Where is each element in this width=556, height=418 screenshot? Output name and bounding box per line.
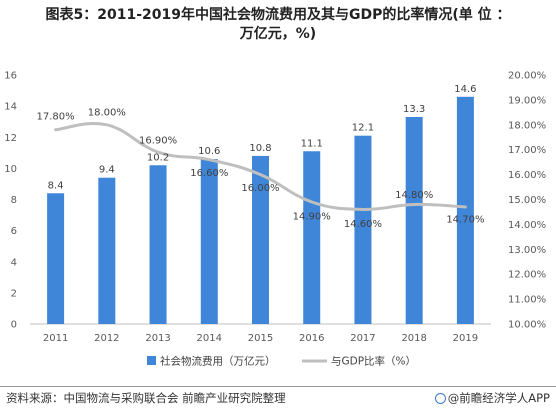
line-value-label: 16.90% [139,136,177,147]
bar-value-label: 9.4 [99,165,115,176]
bar [456,96,474,324]
x-tick-label: 2015 [248,333,273,344]
source-note: 资料来源：中国物流与采购联合会 前瞻产业研究院整理 [6,391,286,405]
line-value-label: 17.80% [37,111,75,122]
legend-bar-swatch [147,356,156,365]
y-right-tick-label: 16.00% [508,170,546,181]
y-right-tick-label: 13.00% [508,245,546,256]
line-value-label: 14.60% [344,219,382,230]
bar [47,193,65,324]
bar-value-label: 14.6 [454,84,476,95]
x-tick-label: 2016 [299,333,324,344]
line-value-label: 16.60% [190,168,228,179]
bar-value-label: 10.8 [249,143,271,154]
line-value-label: 14.80% [395,190,433,201]
y-right-tick-label: 14.00% [508,220,546,231]
bar-value-label: 8.4 [48,180,64,191]
x-tick-label: 2018 [401,333,426,344]
brand-logo-icon [434,393,446,404]
y-left-tick-label: 10 [4,164,17,175]
bar [200,159,218,324]
chart-title: 图表5：2011-2019年中国社会物流费用及其与GDP的比率情况(单 位 ： … [0,6,556,44]
bar [354,135,372,324]
bar-value-label: 13.3 [403,104,425,115]
bar-value-label: 11.1 [301,138,323,149]
y-left-tick-label: 4 [11,257,17,268]
y-left-tick-label: 12 [4,133,17,144]
brand-text: @前瞻经济学人APP [447,391,550,405]
bar-value-label: 10.6 [198,146,220,157]
bar [303,151,321,324]
chart-title-line-2: 万亿元，%) [239,26,317,42]
y-right-tick-label: 18.00% [508,120,546,131]
y-right-tick-label: 12.00% [508,270,546,281]
bar [98,177,116,324]
x-tick-label: 2012 [94,333,119,344]
line-value-label: 14.90% [293,211,331,222]
line-value-label: 18.00% [88,107,126,118]
x-tick-label: 2013 [145,333,170,344]
chart-title-line-1: 图表5：2011-2019年中国社会物流费用及其与GDP的比率情况(单 位 ： [45,7,511,23]
y-left-tick-label: 0 [11,320,17,331]
x-tick-label: 2019 [453,333,478,344]
ratio-line [54,122,467,211]
bar-value-label: 12.1 [352,123,374,134]
y-right-tick-label: 17.00% [508,145,546,156]
y-left-tick-label: 16 [4,71,17,82]
x-tick-label: 2014 [197,333,222,344]
bar [405,117,423,324]
brand-credit: @前瞻经济学人APP [434,390,550,406]
legend-bar-label: 社会物流费用（万亿元） [160,355,276,368]
legend-line-label: 与GDP比率（%） [331,355,416,368]
y-right-tick-label: 19.00% [508,95,546,106]
line-value-label: 16.00% [241,183,279,194]
bar [252,155,269,324]
y-left-tick-label: 2 [11,288,17,299]
x-tick-label: 2017 [350,333,375,344]
y-right-tick-label: 15.00% [508,195,546,206]
y-left-tick-label: 14 [4,102,17,113]
y-right-tick-label: 11.00% [508,295,546,306]
bar [149,165,167,324]
x-tick-label: 2011 [43,333,68,344]
y-right-tick-label: 20.00% [508,71,546,82]
y-left-tick-label: 6 [11,226,17,237]
bar-value-label: 10.2 [147,152,169,163]
line-value-label: 14.70% [446,214,484,225]
footer-divider [0,386,556,387]
y-right-tick-label: 10.00% [508,320,546,331]
y-left-tick-label: 8 [11,195,17,206]
